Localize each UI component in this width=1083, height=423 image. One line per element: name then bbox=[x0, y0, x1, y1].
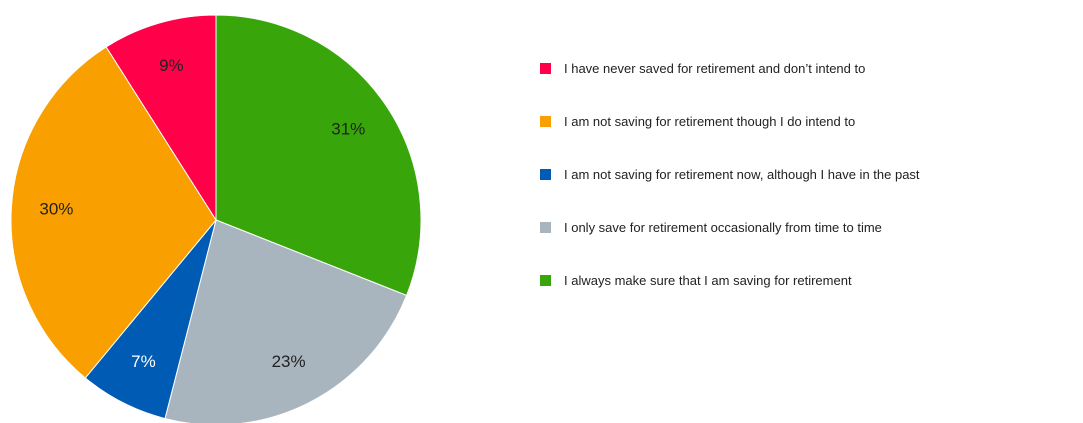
legend-swatch bbox=[540, 274, 551, 286]
pie-slice bbox=[215, 14, 422, 297]
legend-swatch bbox=[540, 168, 551, 180]
legend-swatch bbox=[540, 115, 551, 127]
pie-labels: 31% 23% 7% 30% 9% bbox=[39, 56, 365, 371]
legend-label: I only save for retirement occasionally … bbox=[564, 219, 882, 235]
legend-item-never-saved: I have never saved for retirement and do… bbox=[540, 58, 920, 78]
legend-label: I have never saved for retirement and do… bbox=[564, 60, 866, 76]
legend-label: I always make sure that I am saving for … bbox=[564, 272, 852, 288]
pie-slice bbox=[164, 219, 408, 423]
legend-swatch bbox=[540, 62, 551, 74]
slice-value-label: 7% bbox=[131, 352, 156, 371]
legend-label: I am not saving for retirement now, alth… bbox=[564, 166, 920, 182]
legend-item-occasionally: I only save for retirement occasionally … bbox=[540, 217, 920, 237]
slice-value-label: 9% bbox=[159, 56, 184, 75]
legend-swatch bbox=[540, 221, 551, 233]
legend-item-not-saving-past: I am not saving for retirement now, alth… bbox=[540, 164, 920, 184]
slice-value-label: 31% bbox=[331, 120, 365, 139]
pie-slice bbox=[10, 46, 217, 379]
pie-slice bbox=[105, 14, 217, 222]
pie-slices bbox=[10, 14, 422, 423]
legend-label: I am not saving for retirement though I … bbox=[564, 113, 856, 129]
slice-value-label: 30% bbox=[39, 199, 73, 218]
slice-value-label: 23% bbox=[272, 352, 306, 371]
legend-item-not-saving-intend: I am not saving for retirement though I … bbox=[540, 111, 920, 131]
legend-item-always-saving: I always make sure that I am saving for … bbox=[540, 270, 920, 290]
chart-legend: I have never saved for retirement and do… bbox=[540, 58, 920, 323]
